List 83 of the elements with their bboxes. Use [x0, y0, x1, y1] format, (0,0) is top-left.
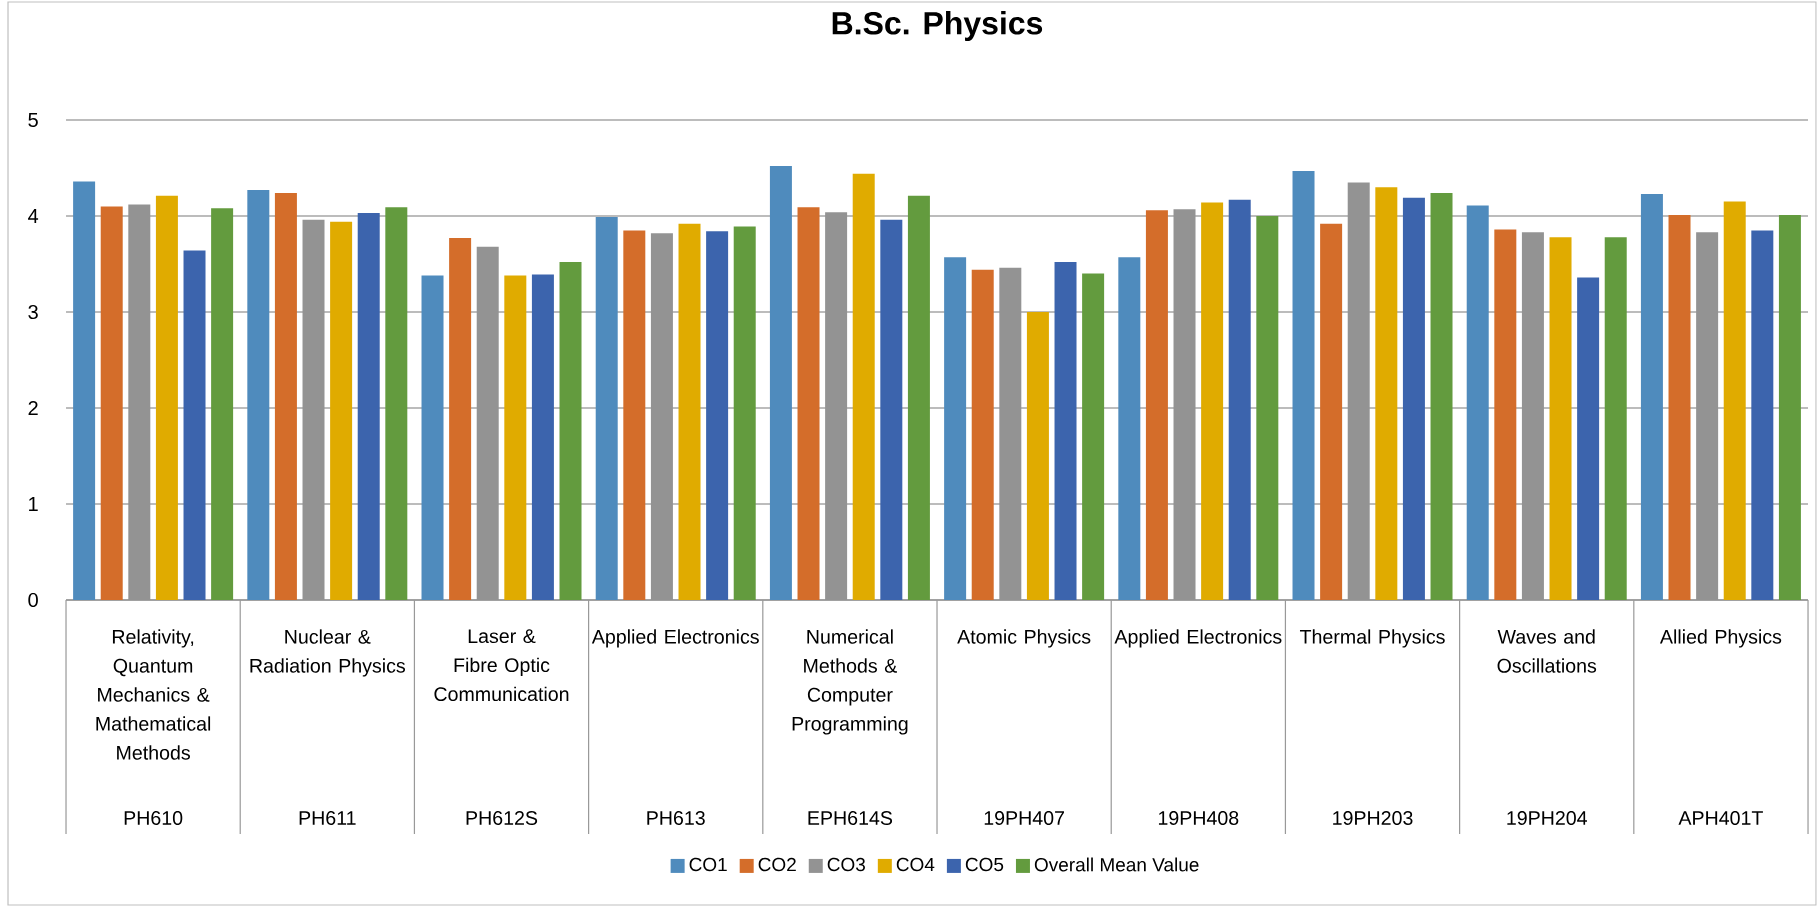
y-tick-label: 1: [29, 497, 38, 511]
bar: [421, 275, 444, 600]
legend-label: CO2: [758, 857, 796, 872]
bar: [1466, 205, 1489, 600]
text: PH612S: [466, 811, 538, 825]
text: 19PH407: [984, 811, 1064, 825]
bar: [449, 238, 472, 600]
x-tick-label: Relativity, Quantum Mechanics & Mathematical Methods: [96, 629, 211, 760]
x-tick-label: Nuclear & Radiation Physics: [250, 629, 406, 677]
bar: [1430, 192, 1453, 600]
text: APH401T: [1678, 811, 1763, 825]
bar: [100, 206, 123, 600]
x-tick-label: Allied Physics: [1659, 629, 1782, 648]
text: 19PH203: [1333, 811, 1413, 825]
text: PH613: [647, 811, 705, 825]
bar: [706, 231, 729, 600]
x-tick-label: Applied Electronics: [591, 629, 759, 648]
bar: [880, 219, 903, 600]
y-tick-label: 3: [28, 304, 38, 320]
legend-label: CO4: [896, 857, 935, 872]
x-tick-label: Laser & Fibre Optic Communication: [434, 629, 569, 702]
x-tick-label: Waves and Oscillations: [1497, 629, 1597, 673]
legend-label: Overall Mean Value: [1034, 857, 1199, 872]
bar: [1494, 229, 1517, 600]
x-tick-label: Applied Electronics: [1114, 629, 1282, 648]
bar: [1751, 230, 1774, 600]
bar: [1549, 237, 1572, 600]
bar: [1228, 199, 1251, 600]
bar: [944, 257, 967, 600]
bar: [504, 275, 527, 600]
y-tick-label: 5: [28, 113, 38, 127]
text: 19PH408: [1158, 811, 1239, 825]
bar: [769, 166, 792, 600]
bar: [595, 216, 618, 600]
bar: [155, 195, 178, 600]
bar: [1402, 197, 1425, 600]
y-tick-label: 0: [28, 592, 38, 608]
text: 19PH204: [1507, 811, 1587, 825]
x-tick-label: Thermal Physics: [1299, 629, 1445, 648]
bar: [211, 208, 234, 600]
bar: [1292, 170, 1315, 600]
bar: [1604, 237, 1627, 600]
bar: [559, 262, 582, 600]
y-tick-label: 4: [28, 209, 39, 223]
x-tick-label: Atomic Physics: [957, 629, 1091, 648]
legend-label: CO1: [689, 857, 727, 872]
bar: [1256, 216, 1279, 600]
x-tick-label: Numerical Methods & Computer Programming: [792, 629, 908, 735]
bar: [1082, 273, 1105, 600]
bar: [733, 226, 756, 600]
bar: [357, 213, 380, 600]
text: EPH614S: [808, 811, 893, 825]
bar: [852, 173, 875, 600]
bar: [907, 195, 930, 600]
bar: [797, 207, 820, 600]
bar: [330, 221, 353, 600]
text: PH610: [124, 811, 183, 825]
bar: [1320, 223, 1343, 600]
legend-label: CO3: [827, 857, 865, 872]
bar: [1723, 201, 1746, 600]
bar: [385, 207, 408, 600]
bar: [1145, 210, 1168, 600]
text: PH611: [299, 811, 356, 825]
bar: [971, 269, 994, 600]
bar: [1054, 262, 1077, 600]
bar: [247, 190, 270, 600]
bar: [183, 250, 206, 600]
legend-label: CO5: [965, 857, 1004, 872]
chart-title: B.Sc. Physics: [832, 11, 1043, 41]
bar: [73, 181, 96, 600]
bar: [1668, 215, 1691, 600]
bar: [678, 223, 701, 600]
bar: [1640, 193, 1663, 600]
bar: [1201, 202, 1224, 600]
bar: [274, 192, 297, 600]
bar: [623, 230, 646, 600]
bar: [1375, 187, 1398, 600]
y-tick-label: 2: [28, 401, 38, 415]
bar: [531, 274, 554, 600]
bar: [1778, 215, 1801, 600]
bar: [1026, 312, 1049, 600]
bar: [1577, 277, 1600, 600]
bar: [1118, 257, 1141, 600]
